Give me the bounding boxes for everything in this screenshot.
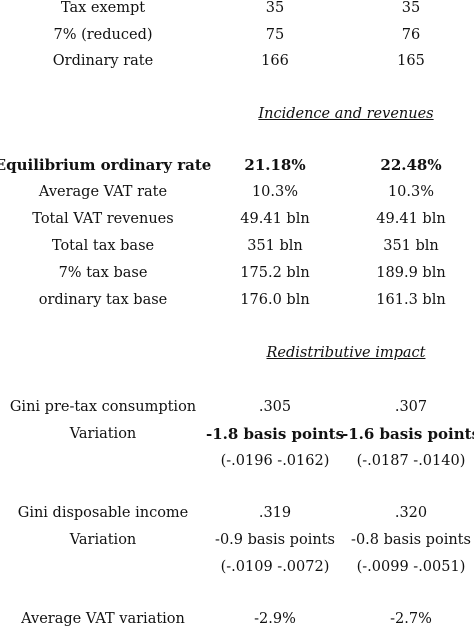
table-row: (-.0109 -.0072) (-.0099 -.0051): [0, 556, 474, 578]
value-col2: 22.48%: [380, 156, 442, 174]
row-label: 7% tax base: [58, 265, 148, 281]
value-col1: -2.9%: [254, 611, 296, 627]
value-col1: .319: [258, 505, 292, 521]
table-row: Average VAT variation -2.9% -2.7%: [0, 608, 474, 630]
value-col2: 161.3 bln: [376, 292, 446, 308]
table-row: Average VAT rate 10.3% 10.3%: [0, 181, 474, 203]
value-col2: .307: [394, 399, 428, 415]
value-col1: .305: [258, 399, 292, 415]
row-label: Total tax base: [51, 238, 155, 254]
value-col2: 49.41 bln: [376, 211, 446, 227]
value-col1: 175.2 bln: [240, 265, 310, 281]
table-row: Tax exempt 35 35: [0, 0, 474, 19]
table-row: 7% (reduced) 75 76: [0, 24, 474, 46]
row-label: Gini pre-tax consumption: [9, 399, 197, 415]
table-row: Variation -0.9 basis points -0.8 basis p…: [0, 529, 474, 551]
table-row: ordinary tax base 176.0 bln 161.3 bln: [0, 289, 474, 311]
value-col2: 35: [401, 0, 421, 16]
table-row: (-.0196 -.0162) (-.0187 -.0140): [0, 450, 474, 472]
table-row: Total VAT revenues 49.41 bln 49.41 bln: [0, 208, 474, 230]
confidence-interval-col2: (-.0099 -.0051): [356, 559, 466, 575]
value-col1: 351 bln: [247, 238, 303, 254]
confidence-interval-col1: (-.0196 -.0162): [220, 453, 330, 469]
row-label: Tax exempt: [60, 0, 146, 16]
value-col1: -0.9 basis points: [215, 532, 335, 548]
value-col1: 49.41 bln: [240, 211, 310, 227]
value-col2: 10.3%: [387, 184, 435, 200]
row-label: Total VAT revenues: [32, 211, 174, 227]
confidence-interval-col2: (-.0187 -.0140): [356, 453, 466, 469]
row-label: 7% (reduced): [53, 27, 153, 43]
table-row: Total tax base 351 bln 351 bln: [0, 235, 474, 257]
value-col2: -0.8 basis points: [351, 532, 471, 548]
row-label: Equilibrium ordinary rate: [0, 156, 212, 174]
row-label: Ordinary rate: [52, 53, 154, 69]
section-heading-incidence: Incidence and revenues: [258, 106, 434, 122]
confidence-interval-col1: (-.0109 -.0072): [220, 559, 330, 575]
value-col1: 166: [261, 53, 289, 69]
value-col1: 75: [265, 27, 285, 43]
table-row: Variation -1.8 basis points -1.6 basis p…: [0, 423, 474, 445]
value-col2: 351 bln: [383, 238, 439, 254]
table-row: Gini disposable income .319 .320: [0, 502, 474, 524]
row-label: Gini disposable income: [17, 505, 189, 521]
table-row: Ordinary rate 166 165: [0, 50, 474, 72]
row-label: Average VAT variation: [21, 611, 185, 627]
value-col1: 176.0 bln: [240, 292, 310, 308]
value-col2: 189.9 bln: [376, 265, 446, 281]
table-row: 7% tax base 175.2 bln 189.9 bln: [0, 262, 474, 284]
value-col2: -1.6 basis points: [341, 425, 474, 443]
value-col2: 76: [401, 27, 421, 43]
row-label: Average VAT rate: [38, 184, 168, 200]
value-col1: 10.3%: [251, 184, 299, 200]
table-row: Gini pre-tax consumption .305 .307: [0, 396, 474, 418]
section-heading-redistributive: Redistributive impact: [266, 345, 426, 361]
row-label: ordinary tax base: [38, 292, 168, 308]
value-col2: -2.7%: [390, 611, 432, 627]
row-label: Variation: [69, 426, 137, 442]
value-col2: 165: [397, 53, 425, 69]
value-col2: .320: [394, 505, 428, 521]
value-col1: 21.18%: [244, 156, 306, 174]
row-label: Variation: [69, 532, 137, 548]
table-row: Equilibrium ordinary rate 21.18% 22.48%: [0, 154, 474, 176]
value-col1: 35: [265, 0, 285, 16]
value-col1: -1.8 basis points: [205, 425, 345, 443]
